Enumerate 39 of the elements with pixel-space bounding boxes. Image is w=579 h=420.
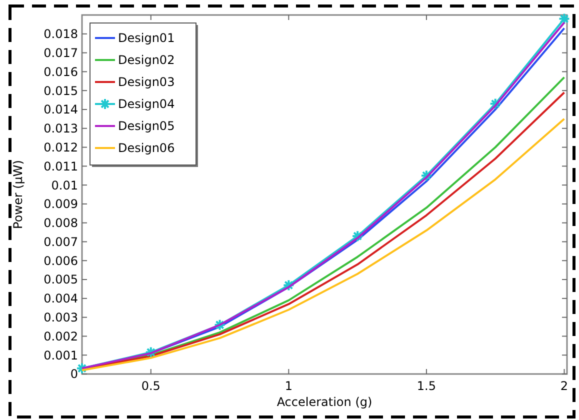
y-axis-title: Power (μW) [11, 160, 25, 229]
point [352, 230, 364, 242]
x-tick-label: 0.5 [141, 379, 160, 393]
x-tick-label: 1 [284, 379, 292, 393]
y-tick-label: 0.009 [44, 197, 78, 212]
y-tick-label: 0.006 [44, 254, 78, 268]
y-tick-label: 0 [70, 367, 78, 382]
x-axis-title: Acceleration (g) [276, 395, 372, 409]
legend-label: Design05 [118, 119, 175, 134]
y-tick-label: 0.011 [44, 159, 78, 174]
point [76, 362, 88, 374]
y-tick-label: 0.018 [44, 27, 78, 42]
y-tick-label: 0.008 [44, 216, 78, 230]
point [282, 279, 295, 292]
legend-label: Design02 [118, 53, 175, 68]
legend-label: Design01 [118, 31, 175, 46]
y-tick-label: 0.017 [44, 46, 78, 60]
y-tick-label: 0.01 [51, 178, 78, 192]
y-tick-label: 0.015 [44, 84, 78, 98]
y-tick-label: 0.005 [44, 272, 78, 287]
x-tick-label: 1.5 [416, 379, 436, 393]
legend-label: Design03 [118, 75, 175, 90]
y-tick-label: 0.003 [44, 310, 78, 325]
y-tick-label: 0.004 [44, 292, 78, 306]
y-tick-label: 0.013 [44, 122, 78, 136]
point [144, 346, 157, 358]
x-tick-label: 2 [560, 379, 568, 393]
legend-label: Design06 [118, 141, 175, 156]
y-tick-label: 0.016 [44, 64, 78, 79]
y-tick-label: 0.001 [44, 348, 78, 362]
point [489, 98, 502, 110]
point [214, 318, 226, 331]
y-tick-label: 0.002 [44, 329, 78, 344]
y-tick-label: 0.007 [44, 234, 78, 249]
y-tick-label: 0.012 [44, 140, 78, 154]
point [558, 12, 570, 25]
legend-label: Design04 [118, 97, 175, 112]
point [420, 170, 432, 182]
y-tick-label: 0.014 [44, 102, 78, 117]
